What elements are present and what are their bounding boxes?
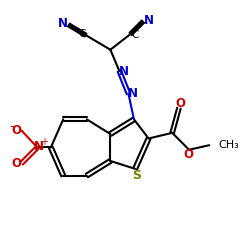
Text: C: C bbox=[78, 29, 85, 39]
Text: N: N bbox=[144, 14, 154, 27]
Text: N: N bbox=[119, 64, 129, 78]
Text: -: - bbox=[9, 120, 14, 132]
Text: CH₃: CH₃ bbox=[219, 140, 240, 150]
Text: S: S bbox=[132, 168, 141, 181]
Text: N: N bbox=[34, 140, 43, 153]
Text: N: N bbox=[58, 17, 68, 30]
Text: O: O bbox=[12, 124, 22, 137]
Text: O: O bbox=[175, 97, 185, 110]
Text: C: C bbox=[131, 30, 138, 40]
Text: +: + bbox=[40, 137, 48, 147]
Text: O: O bbox=[183, 148, 193, 161]
Text: N: N bbox=[128, 87, 138, 100]
Text: O: O bbox=[12, 157, 22, 170]
